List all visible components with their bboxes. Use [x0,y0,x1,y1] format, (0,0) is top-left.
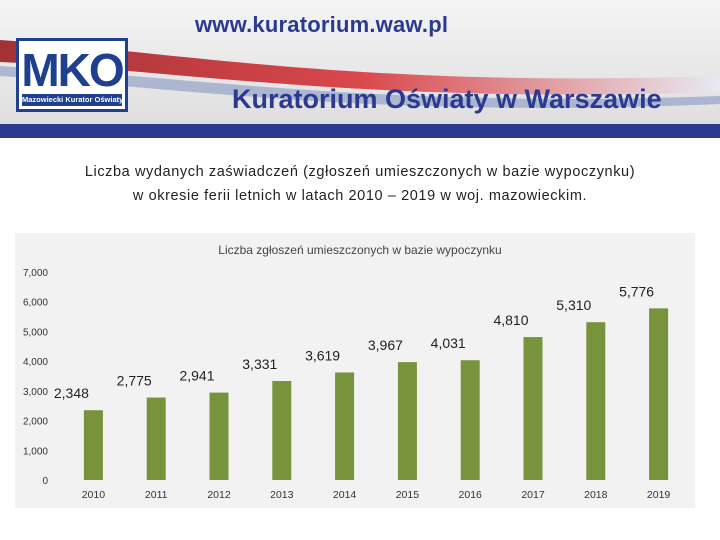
x-tick-label: 2018 [584,489,608,501]
y-tick-label: 4,000 [23,357,48,368]
bar [83,410,103,480]
x-tick-label: 2011 [145,489,168,501]
data-label: 3,619 [305,347,340,363]
bar [460,360,480,480]
x-tick-label: 2017 [521,489,545,501]
logo-letters: MKO [21,44,123,93]
subtitle-line-2: w okresie ferii letnich w latach 2010 – … [132,188,588,204]
x-tick-label: 2015 [396,489,420,501]
data-label: 3,967 [368,337,403,353]
banner-background [0,0,720,138]
subtitle-line-1: Liczba wydanych zaświadczeń (zgłoszeń um… [84,164,636,180]
x-tick-label: 2012 [207,489,231,501]
x-tick-label: 2013 [270,489,294,501]
y-tick-label: 7,000 [23,268,48,279]
slide-subtitle: Liczba wydanych zaświadczeń (zgłoszeń um… [0,160,720,208]
bar [586,322,606,480]
bar [523,337,543,480]
x-tick-label: 2010 [82,489,106,501]
logo-mark: MKO [21,44,125,93]
bar [146,397,166,480]
data-label: 2,941 [179,368,214,384]
bar [272,381,292,480]
logo-caption: Mazowiecki Kurator Oświaty [22,94,122,106]
data-label: 4,810 [493,312,528,328]
bar [209,392,229,480]
chart-title: Liczba zgłoszeń umieszczonych w bazie wy… [218,243,502,257]
x-tick-label: 2014 [333,489,357,501]
website-url[interactable]: www.kuratorium.waw.pl [195,12,449,37]
bar [649,308,669,480]
header-title: Kuratorium Oświaty w Warszawie [232,84,662,114]
y-tick-label: 2,000 [23,417,48,428]
header-banner: www.kuratorium.waw.pl MKO Mazowiecki Kur… [0,0,720,138]
chart-panel [15,233,695,508]
y-tick-label: 1,000 [23,446,48,457]
y-tick-label: 5,000 [23,327,48,338]
data-label: 5,310 [556,297,591,313]
x-tick-label: 2019 [647,489,671,501]
data-label: 3,331 [242,356,277,372]
y-tick-label: 6,000 [23,298,48,309]
y-tick-label: 3,000 [23,387,48,398]
data-label: 2,348 [54,385,89,401]
data-label: 2,775 [117,373,152,389]
x-tick-label: 2016 [459,489,483,501]
data-label: 5,776 [619,283,654,299]
y-tick-label: 0 [42,476,48,487]
bar [397,362,417,480]
mko-logo: MKO Mazowiecki Kurator Oświaty [16,38,128,112]
bar [335,372,355,480]
data-label: 4,031 [431,335,466,351]
